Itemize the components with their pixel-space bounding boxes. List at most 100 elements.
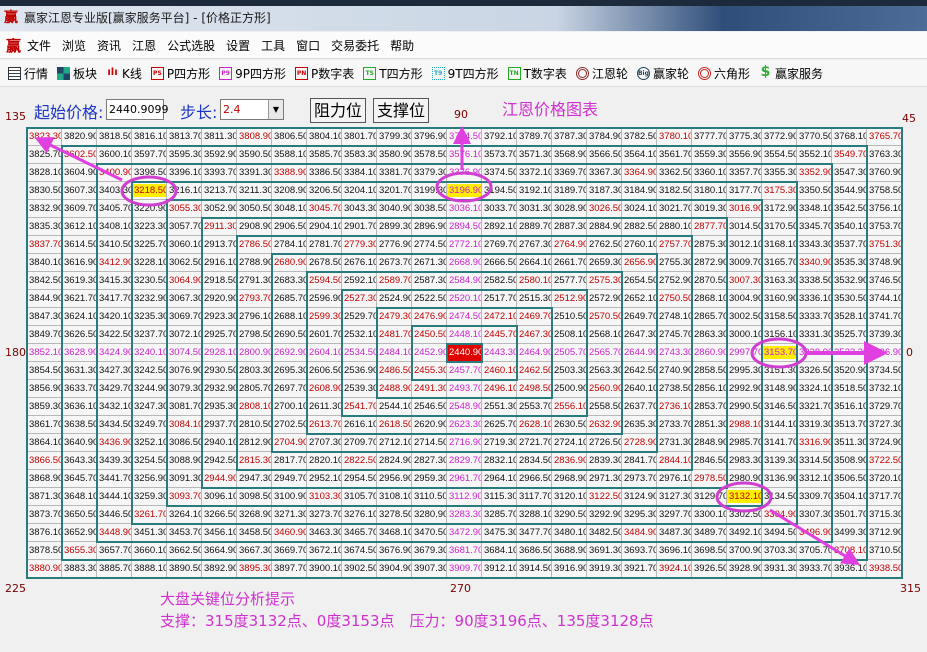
toolbar-label: 板块: [73, 66, 98, 81]
angle-315-label: 315: [900, 582, 921, 595]
menu-item[interactable]: 交易委托: [331, 38, 380, 53]
toolbar-button-t[interactable]: TS T四方形: [363, 65, 423, 82]
support-button[interactable]: 支撑位: [373, 98, 430, 123]
price-cell: 3266.50: [202, 506, 237, 524]
price-cell: 3309.70: [797, 488, 832, 506]
price-cell: 3655.30: [62, 542, 97, 560]
price-cell: 3700.90: [727, 542, 762, 560]
price-cell: 2810.50: [237, 416, 272, 434]
price-cell: 3619.30: [62, 272, 97, 290]
price-cell: 2599.30: [307, 308, 342, 326]
price-cell: 2932.90: [202, 380, 237, 398]
angle-180-label: 180: [5, 346, 26, 359]
price-cell: 3532.90: [832, 272, 867, 290]
price-cell: 3792.10: [482, 128, 517, 146]
price-cell: 3477.70: [517, 524, 552, 542]
price-cell: 3849.70: [27, 326, 62, 344]
price-cell: 3026.50: [587, 200, 622, 218]
price-cell: 2757.70: [657, 236, 692, 254]
chevron-down-icon[interactable]: ▼: [268, 100, 283, 119]
toolbar-button-hex[interactable]: 六角形: [697, 65, 750, 82]
price-cell: 3242.50: [132, 362, 167, 380]
price-cell: 2496.10: [482, 380, 517, 398]
price-cell: 3554.50: [762, 146, 797, 164]
price-cell: 2856.10: [692, 380, 727, 398]
toolbar-button-grid[interactable]: 行情: [8, 65, 48, 82]
price-cell: 3852.10: [27, 344, 62, 362]
price-cell: 3739.30: [867, 326, 902, 344]
price-cell: 3900.10: [307, 560, 342, 578]
price-cell: 2731.30: [657, 434, 692, 452]
price-cell: 3703.30: [762, 542, 797, 560]
price-cell: 2541.70: [342, 398, 377, 416]
price-cell: 3160.90: [762, 290, 797, 308]
toolbar-button-dollar[interactable]: $ 赢家服务: [759, 65, 823, 82]
price-cell: 3763.30: [867, 146, 902, 164]
price-cell: 3187.30: [587, 182, 622, 200]
price-cell: 3871.30: [27, 488, 62, 506]
menu-item[interactable]: 浏览: [62, 38, 87, 53]
toolbar-button-p[interactable]: PN P数字表: [295, 65, 354, 82]
analysis-title: 大盘关键位分析提示: [160, 590, 296, 608]
price-cell: 2860.90: [692, 344, 727, 362]
price-cell: 2978.50: [692, 470, 727, 488]
menu-item[interactable]: 文件: [27, 38, 52, 53]
price-cell: 3223.30: [132, 218, 167, 236]
price-cell: 3564.10: [622, 146, 657, 164]
price-cell: 2688.10: [272, 308, 307, 326]
price-cell: 2844.10: [657, 452, 692, 470]
start-price-input[interactable]: 2440.9099: [106, 99, 169, 120]
menu-item[interactable]: 帮助: [390, 38, 415, 53]
step-select[interactable]: 2.4 ▼: [220, 99, 284, 120]
price-cell: 3427.30: [97, 362, 132, 380]
menu-item[interactable]: 公式选股: [167, 38, 216, 53]
price-cell: 2930.50: [202, 362, 237, 380]
price-cell: 2572.90: [587, 290, 622, 308]
menu-item[interactable]: 江恩: [132, 38, 157, 53]
toolbar-button-circ[interactable]: 江恩轮: [575, 65, 628, 82]
price-cell: 2781.70: [307, 236, 342, 254]
menu-item[interactable]: 设置: [226, 38, 251, 53]
price-cell: 3206.50: [307, 182, 342, 200]
price-cell: 2882.50: [622, 218, 657, 236]
price-cell: 3103.30: [307, 488, 342, 506]
toolbar-button-p9[interactable]: P9 9P四方形: [219, 65, 286, 82]
price-cell: 3796.90: [412, 128, 447, 146]
price-cell: 3002.50: [727, 308, 762, 326]
price-cell: 3345.70: [797, 218, 832, 236]
price-cell: 2683.30: [272, 272, 307, 290]
price-cell: 3333.70: [797, 308, 832, 326]
toolbar-label: 江恩轮: [591, 66, 628, 81]
menu-item[interactable]: 工具: [261, 38, 286, 53]
menu-item[interactable]: 窗口: [296, 38, 321, 53]
price-cell: 2788.90: [237, 254, 272, 272]
price-cell: 2460.10: [482, 362, 517, 380]
price-cell: 2635.30: [622, 416, 657, 434]
toolbar-button-kline[interactable]: ılı K线: [106, 65, 142, 82]
price-cell: 3528.10: [832, 308, 867, 326]
price-cell: 3453.70: [167, 524, 202, 542]
price-cell: 3028.90: [552, 200, 587, 218]
toolbar-label: T数字表: [523, 66, 567, 81]
step-label: 步长:: [180, 103, 218, 122]
price-cell: 3012.10: [727, 236, 762, 254]
price-cell: 3813.70: [167, 128, 202, 146]
price-cell: 3684.10: [482, 542, 517, 560]
toolbar-button-blocks[interactable]: 板块: [57, 65, 97, 82]
menu-item[interactable]: 资讯: [97, 38, 122, 53]
price-cell: 3866.50: [27, 452, 62, 470]
resistance-button[interactable]: 阻力位: [310, 98, 367, 123]
blocks-icon: [57, 66, 71, 80]
toolbar-button-t[interactable]: TN T数字表: [507, 65, 567, 82]
price-cell: 3268.90: [237, 506, 272, 524]
price-cell: 3621.70: [62, 290, 97, 308]
price-cell: 2553.70: [517, 398, 552, 416]
toolbar-button-big[interactable]: Big 赢家轮: [636, 65, 689, 82]
toolbar-button-t9[interactable]: T9 9T四方形: [431, 65, 499, 82]
price-cell: 2620.90: [412, 416, 447, 434]
menu-logo-icon[interactable]: 赢: [6, 36, 22, 55]
price-cell: 2587.30: [412, 272, 447, 290]
price-cell: 2678.50: [307, 254, 342, 272]
toolbar-button-p[interactable]: PS P四方形: [150, 65, 210, 82]
price-cell: 3556.90: [727, 146, 762, 164]
